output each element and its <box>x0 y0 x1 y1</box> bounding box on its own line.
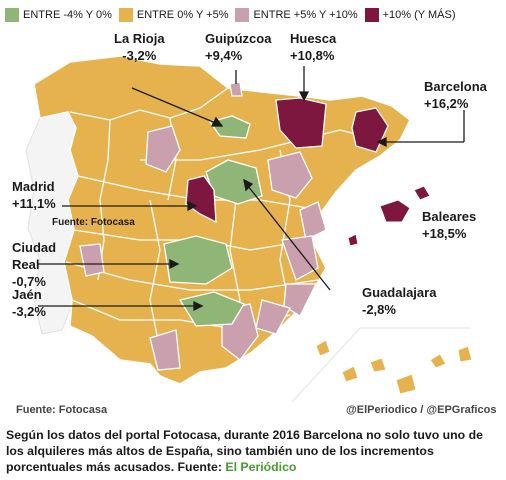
legend-label: +10% (Y MÁS) <box>382 9 456 21</box>
ciudad-real-shape <box>163 235 233 285</box>
label-la-rioja: La Rioja -3,2% <box>114 30 165 64</box>
label-ciudad-real: Ciudad Real -0,7% <box>12 222 56 307</box>
label-jaen-value: -3,2% <box>12 304 46 319</box>
legend-item: ENTRE 0% Y +5% <box>118 8 229 22</box>
legend-label: ENTRE +5% Y +10% <box>253 9 358 21</box>
label-jaen: Jaén -3,2% <box>12 286 46 320</box>
legend-swatch <box>364 8 379 22</box>
pink-provinces <box>79 81 327 371</box>
label-guadalajara: Guadalajara -2,8% <box>362 284 436 318</box>
legend-item: ENTRE -4% Y 0% <box>5 8 112 22</box>
label-baleares-name: Baleares <box>422 209 477 224</box>
label-ciudad-real-value: -0,7% <box>12 274 46 289</box>
label-guipuzcoa: Guipúzcoa +9,4% <box>205 30 271 64</box>
legend-item: +10% (Y MÁS) <box>364 8 456 22</box>
callout-arrows <box>38 66 465 312</box>
madrid-shape <box>185 175 217 224</box>
label-guadalajara-value: -2,8% <box>362 302 396 317</box>
label-barcelona-value: +16,2% <box>424 96 469 111</box>
label-barcelona: Barcelona +16,2% <box>424 78 487 112</box>
label-barcelona-name: Barcelona <box>424 79 487 94</box>
label-huesca-value: +10,8% <box>290 48 335 63</box>
label-huesca: Huesca +10,8% <box>290 30 336 64</box>
legend-label: ENTRE -4% Y 0% <box>23 9 112 21</box>
la-rioja-shape <box>208 115 251 139</box>
jaen-shape <box>178 291 245 327</box>
label-jaen-name: Jaén <box>12 287 42 302</box>
legend-swatch <box>5 8 19 22</box>
label-madrid-name: Madrid <box>12 179 55 194</box>
label-baleares-value: +18,5% <box>422 226 467 241</box>
huesca-shape <box>275 97 327 149</box>
caption-link[interactable]: El Periódico <box>225 460 297 474</box>
label-baleares: Baleares +18,5% <box>422 208 476 242</box>
inner-source: Fuente: Fotocasa <box>52 217 135 228</box>
spain-map <box>25 55 473 403</box>
baleares-islands <box>347 185 431 247</box>
legend: ENTRE -4% Y 0% ENTRE 0% Y +5% ENTRE +5% Y … <box>5 6 462 24</box>
map-figure: ENTRE -4% Y 0% ENTRE 0% Y +5% ENTRE +5% Y … <box>5 6 497 416</box>
label-guadalajara-name: Guadalajara <box>362 285 437 300</box>
canarias-separator <box>291 327 470 403</box>
label-la-rioja-value: -3,2% <box>122 48 157 63</box>
legend-label: ENTRE 0% Y +5% <box>136 9 229 21</box>
label-ciudad-real-name: Ciudad Real <box>12 240 57 272</box>
caption-text: Según los datos del portal Fotocasa, dur… <box>6 428 483 474</box>
label-la-rioja-name: La Rioja <box>114 31 165 46</box>
caption: Según los datos del portal Fotocasa, dur… <box>6 427 498 475</box>
legend-item: ENTRE +5% Y +10% <box>235 8 358 22</box>
label-madrid: Madrid +11,1% <box>12 178 56 212</box>
label-guipuzcoa-name: Guipúzcoa <box>205 31 272 46</box>
footer-source: Fuente: Fotocasa <box>16 404 108 416</box>
canarias-islands <box>315 339 473 395</box>
label-huesca-name: Huesca <box>290 31 337 46</box>
legend-swatch <box>235 8 250 22</box>
footer-credit: @ElPeriodico / @EPGraficos <box>346 404 497 416</box>
label-madrid-value: +11,1% <box>12 196 56 211</box>
legend-swatch <box>118 8 133 22</box>
label-guipuzcoa-value: +9,4% <box>205 48 243 63</box>
